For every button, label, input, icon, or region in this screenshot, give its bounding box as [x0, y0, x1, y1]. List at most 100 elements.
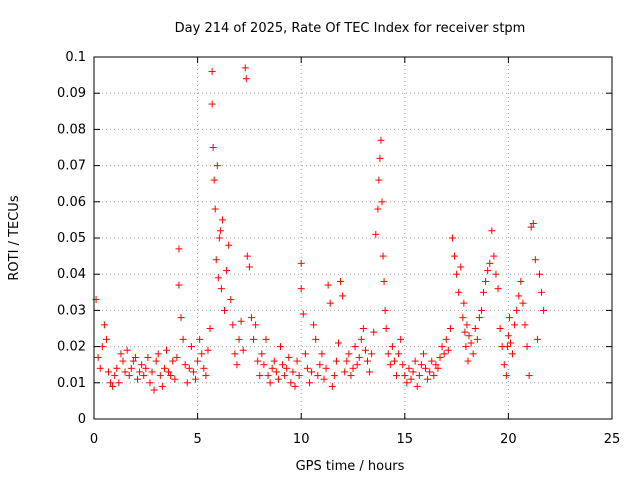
data-point [334, 339, 342, 347]
data-point [167, 372, 175, 380]
data-point [403, 379, 411, 387]
x-tick-label: 20 [500, 432, 517, 447]
data-point [239, 346, 247, 354]
data-point [415, 372, 423, 380]
data-point [102, 335, 110, 343]
data-point [134, 375, 142, 383]
data-point [490, 252, 498, 260]
data-point [374, 205, 382, 213]
y-tick-label: 0.03 [57, 303, 86, 318]
data-point [492, 270, 500, 278]
y-tick-label: 0.1 [65, 50, 86, 65]
data-point [160, 364, 168, 372]
data-point [523, 343, 531, 351]
y-tick-label: 0.07 [57, 159, 86, 174]
data-point [100, 321, 108, 329]
data-point [502, 372, 510, 380]
data-point [480, 288, 488, 296]
data-point [459, 314, 467, 322]
data-point [291, 382, 299, 390]
data-point [276, 343, 284, 351]
data-point [430, 372, 438, 380]
data-point [460, 299, 468, 307]
data-point [297, 285, 305, 293]
data-point [509, 350, 517, 358]
data-point [295, 372, 303, 380]
data-point [496, 325, 504, 332]
data-point [109, 382, 117, 390]
data-point [376, 154, 384, 162]
data-point [444, 346, 452, 354]
data-point [229, 321, 237, 329]
data-point [451, 252, 459, 260]
data-point [225, 241, 233, 249]
data-point [210, 176, 218, 184]
data-point [457, 263, 465, 271]
data-point [464, 357, 472, 365]
data-point [375, 176, 383, 184]
data-point [357, 335, 365, 343]
data-point [366, 368, 374, 376]
data-point [285, 353, 293, 361]
data-point [181, 361, 189, 369]
axis-ticks: 0 5 10 15 20 25 0 0.01 0.02 0.03 0.04 0.05 0.06 0.07 0… [57, 50, 620, 447]
data-point [242, 75, 250, 83]
data-point [243, 252, 251, 260]
data-point [379, 252, 387, 260]
data-point [314, 372, 322, 380]
data-point [442, 335, 450, 343]
data-point [533, 335, 541, 343]
data-point [477, 306, 485, 314]
data-point [486, 259, 494, 267]
data-point [411, 357, 419, 365]
data-point [339, 292, 347, 300]
data-point [266, 379, 274, 387]
data-point [471, 325, 479, 332]
data-point [218, 216, 226, 224]
data-point [324, 281, 332, 289]
data-point [216, 227, 224, 235]
y-tick-label: 0.02 [57, 340, 86, 355]
data-point [494, 285, 502, 293]
data-point [364, 357, 372, 365]
data-point [194, 357, 202, 365]
data-point [211, 205, 219, 213]
data-point [465, 332, 473, 340]
data-point [345, 350, 353, 358]
data-point [256, 372, 264, 380]
data-point [503, 343, 511, 351]
data-point [274, 375, 282, 383]
x-axis-title: GPS time / hours [296, 459, 405, 474]
data-point [287, 379, 295, 387]
data-point [299, 310, 307, 318]
data-point [200, 364, 208, 372]
data-point [453, 270, 461, 278]
x-tick-label: 15 [397, 432, 414, 447]
data-point [377, 136, 385, 144]
data-point [475, 314, 483, 322]
data-point [198, 350, 206, 358]
data-point [189, 368, 197, 376]
data-point [424, 375, 432, 383]
data-point [380, 277, 388, 285]
data-point [152, 357, 160, 365]
data-point [463, 321, 471, 329]
data-point [370, 328, 378, 336]
data-point [397, 335, 405, 343]
data-point [401, 372, 409, 380]
data-point [386, 361, 394, 369]
data-point [281, 372, 289, 380]
data-point [94, 353, 102, 361]
data-point [196, 335, 204, 343]
data-point [293, 357, 301, 365]
data-point [163, 346, 171, 354]
data-point [289, 368, 297, 376]
data-point [214, 274, 222, 282]
data-point [310, 321, 318, 329]
data-point [173, 353, 181, 361]
data-point [158, 382, 166, 390]
data-point [393, 372, 401, 380]
data-point [482, 277, 490, 285]
y-tick-label: 0.06 [57, 195, 86, 210]
